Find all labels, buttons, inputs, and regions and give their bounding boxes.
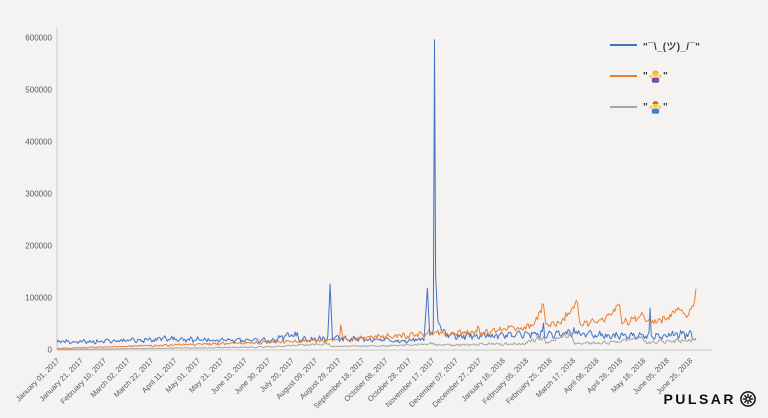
series-line-1 [56,288,697,350]
y-axis-tick-label: 500000 [25,86,52,95]
pulsar-brand: PULSAR [663,390,757,408]
woman-shrugging-emoji [649,69,662,83]
pulsar-wordmark: PULSAR [663,391,736,407]
legend-item-man-shrugging: " " [610,100,700,114]
y-axis-tick-label: 100000 [25,294,52,303]
pulsar-logo-icon [740,391,756,407]
legend-line-swatch-orange [610,75,637,77]
y-axis-tick-label: 400000 [25,138,52,147]
close-quote: " [663,101,669,113]
y-axis-tick-label: 600000 [25,34,52,43]
open-quote: " [643,70,649,82]
legend-line-swatch-gray [610,106,637,108]
legend-label-woman-shrugging: " " [643,69,669,83]
legend-line-swatch-blue [610,44,637,46]
open-quote: " [643,101,649,113]
series-line-2 [56,330,697,351]
close-quote: " [663,70,669,82]
man-shrugging-emoji [649,100,662,114]
y-axis-tick-label: 300000 [25,190,52,199]
y-axis-tick-label: 200000 [25,242,52,251]
legend: "¯\_(ツ)_/¯" " " " " [610,38,700,131]
legend-label-man-shrugging: " " [643,100,669,114]
legend-item-woman-shrugging: " " [610,69,700,83]
y-axis-tick-label: 0 [48,346,53,355]
legend-label-kaomoji: "¯\_(ツ)_/¯" [643,41,701,53]
legend-item-kaomoji-shrug: "¯\_(ツ)_/¯" [610,38,701,53]
series-line-0 [56,39,697,345]
